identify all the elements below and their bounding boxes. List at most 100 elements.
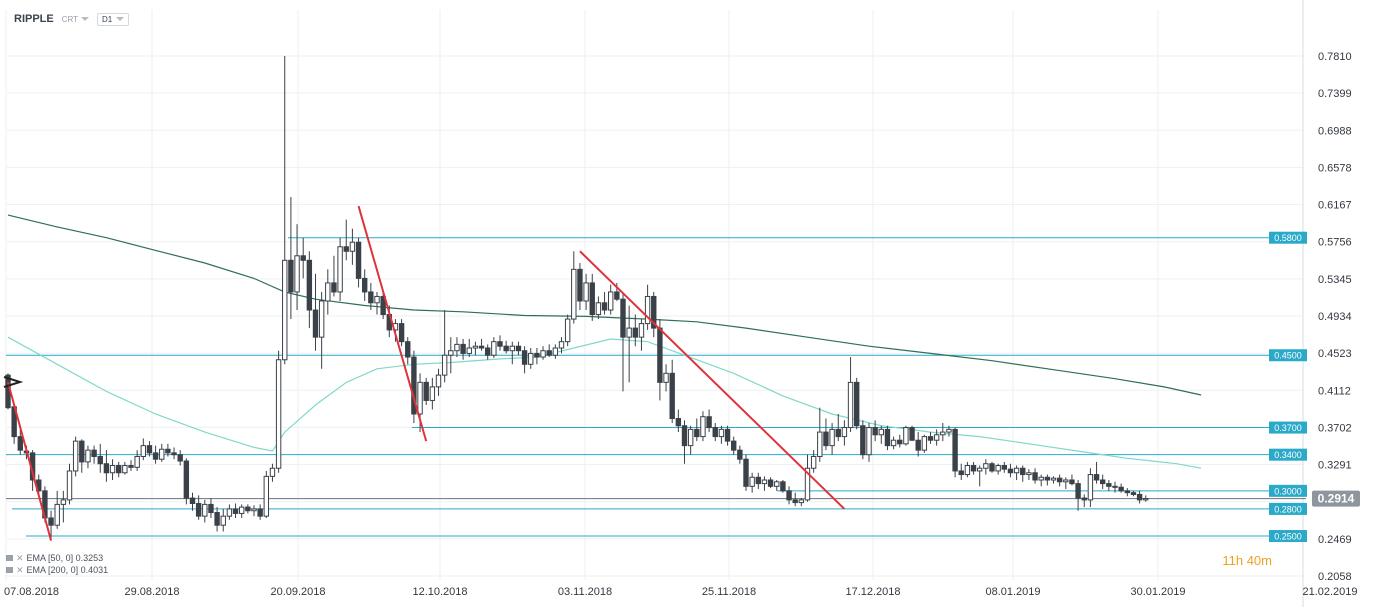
candle-down <box>854 381 860 427</box>
candle-down <box>767 479 774 487</box>
candle-up <box>940 431 946 436</box>
y-tick-label: 0.5345 <box>1318 274 1352 286</box>
candle-down <box>165 448 171 454</box>
candle-up <box>66 470 73 501</box>
y-tick-label: 0.7399 <box>1318 88 1352 100</box>
candle-down <box>331 282 337 293</box>
candle-up <box>251 508 257 512</box>
candle-up <box>159 448 165 460</box>
timeframe-dropdown[interactable]: D1 <box>97 12 130 26</box>
candle-down <box>195 502 202 517</box>
x-tick-label: 25.11.2018 <box>702 586 756 598</box>
candle-down <box>515 345 522 352</box>
candle-up <box>663 372 669 383</box>
candle-up <box>429 386 436 401</box>
candle-down <box>675 418 682 427</box>
chart-type-dropdown[interactable]: CRT <box>61 14 90 24</box>
candle-up <box>841 427 848 438</box>
candle-down <box>1075 483 1081 499</box>
candle-down <box>79 440 85 463</box>
candle-countdown: 11h 40m <box>1222 553 1272 568</box>
level-tag-label: 0.3000 <box>1274 486 1302 496</box>
candle-down <box>116 465 122 474</box>
chart-header: RIPPLE CRT D1 <box>14 10 130 28</box>
timer-m-label: m <box>1261 553 1272 568</box>
x-tick-label: 21.02.2019 <box>1302 586 1357 598</box>
x-axis: 07.08.2018 29.08.2018 20.09.2018 12.10.2018… <box>4 586 1358 598</box>
arrow-marker <box>3 376 24 388</box>
candle-up <box>847 381 854 429</box>
y-tick-label: 0.2058 <box>1318 571 1352 583</box>
candle-up <box>466 347 472 354</box>
candle-down <box>823 431 829 447</box>
chart-type-label: CRT <box>61 14 79 24</box>
candle-down <box>312 309 319 338</box>
candle-down <box>183 460 190 499</box>
candle-down <box>1100 479 1106 485</box>
trend-line <box>579 250 846 510</box>
candle-down <box>189 497 196 504</box>
candle-down <box>712 427 718 438</box>
candle-up <box>700 416 706 438</box>
candle-up <box>644 295 651 325</box>
indicator-icon[interactable] <box>6 567 13 573</box>
candle-down <box>694 428 700 438</box>
ema50-legend-row[interactable]: ✕ EMA [50, 0] 0.3253 <box>6 552 108 564</box>
candle-down <box>288 259 294 293</box>
candle-up <box>509 345 516 352</box>
candle-up <box>558 341 565 349</box>
candle-up <box>540 350 546 358</box>
candle-down <box>989 463 995 472</box>
candle-down <box>103 463 110 474</box>
candle-up <box>595 302 602 316</box>
level-tag-label: 0.3400 <box>1274 450 1302 460</box>
indicator-icon[interactable] <box>6 555 13 561</box>
candle-down <box>257 508 263 517</box>
ema200-line <box>7 214 1202 396</box>
trend-lines <box>3 205 846 541</box>
close-icon[interactable]: ✕ <box>16 565 24 575</box>
candle-down <box>362 277 368 293</box>
candle-down <box>909 427 915 441</box>
candle-up <box>448 350 454 356</box>
candle-up <box>491 341 497 356</box>
candle-down <box>731 440 737 451</box>
candle-up <box>761 479 768 485</box>
candle-up <box>718 428 725 438</box>
candle-up <box>608 291 614 311</box>
ema200-legend-row[interactable]: ✕ EMA [200, 0] 0.4031 <box>6 564 108 576</box>
trend-line <box>7 382 53 541</box>
x-tick-label: 30.01.2019 <box>1130 586 1185 598</box>
candle-down <box>860 425 866 456</box>
timer-minutes: 40 <box>1246 553 1262 568</box>
candle-down <box>534 352 540 358</box>
candle-up <box>318 300 325 338</box>
y-tick-label: 0.6578 <box>1318 162 1352 174</box>
candle-down <box>91 449 97 457</box>
candle-down <box>1056 477 1063 483</box>
level-tag-label: 0.5800 <box>1274 233 1302 243</box>
candle-down <box>743 458 749 487</box>
candle-down <box>1081 497 1087 501</box>
level-tag-label: 0.2500 <box>1274 532 1302 542</box>
candle-up <box>1038 476 1044 481</box>
candle-down <box>1020 467 1026 476</box>
y-tick-label: 0.4112 <box>1318 385 1351 397</box>
candle-down <box>620 298 626 338</box>
close-icon[interactable]: ✕ <box>16 553 24 563</box>
candle-up <box>72 440 79 472</box>
timeframe-label: D1 <box>102 14 113 24</box>
candle-down <box>152 452 159 460</box>
candle-down <box>651 295 657 329</box>
candle-down <box>1032 472 1038 481</box>
candle-up <box>774 481 780 487</box>
candle-down <box>355 241 362 279</box>
x-tick-label: 29.08.2018 <box>124 586 179 598</box>
candle-down <box>589 282 595 316</box>
candle-up <box>122 465 128 474</box>
candle-up <box>140 445 147 457</box>
candle-up <box>239 506 245 514</box>
candle-down <box>601 302 608 311</box>
y-tick-label: 0.3291 <box>1318 460 1352 472</box>
